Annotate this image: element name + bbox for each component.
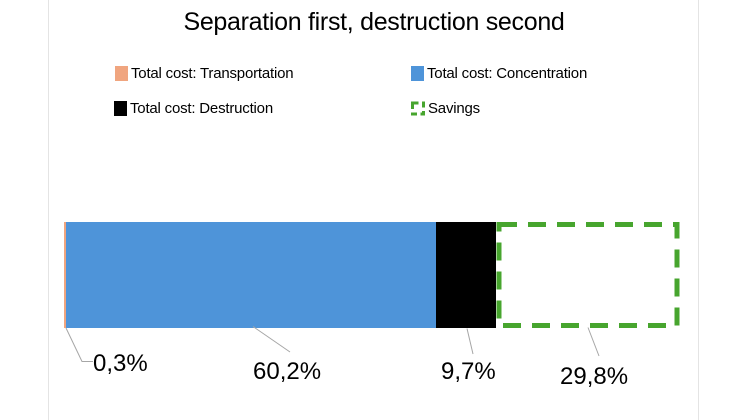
legend-item-concentration: Total cost: Concentration [411, 65, 587, 82]
legend-item-destruction: Total cost: Destruction [114, 100, 273, 117]
leader-line-savings [587, 327, 600, 357]
leader-line-transportation [65, 327, 93, 362]
savings-dashed-swatch-icon [411, 101, 425, 116]
bar-segment-destruction [436, 222, 496, 328]
concentration-swatch-icon [411, 66, 424, 81]
legend-item-transportation: Total cost: Transportation [115, 65, 294, 82]
data-label-savings: 29,8% [560, 363, 629, 390]
page-edge-left [48, 0, 49, 420]
legend-item-savings: Savings [411, 100, 480, 117]
leader-line-concentration [252, 326, 291, 353]
legend-label-savings: Savings [428, 100, 480, 117]
legend-label-concentration: Total cost: Concentration [427, 65, 588, 82]
data-label-transportation: 0,3% [93, 350, 148, 377]
stacked-bar [64, 222, 679, 328]
page-edge-right [698, 0, 699, 420]
bar-segment-concentration [65, 222, 437, 328]
bar-segment-savings [496, 222, 679, 328]
leader-line-destruction [466, 328, 474, 355]
bar-segment-transportation [64, 222, 66, 328]
destruction-swatch-icon [114, 101, 127, 116]
transportation-swatch-icon [115, 66, 128, 81]
legend-label-destruction: Total cost: Destruction [130, 100, 273, 117]
chart-title: Separation first, destruction second [183, 8, 565, 36]
data-label-concentration: 60,2% [253, 358, 322, 385]
legend-label-transportation: Total cost: Transportation [131, 65, 294, 82]
data-label-destruction: 9,7% [441, 358, 496, 385]
